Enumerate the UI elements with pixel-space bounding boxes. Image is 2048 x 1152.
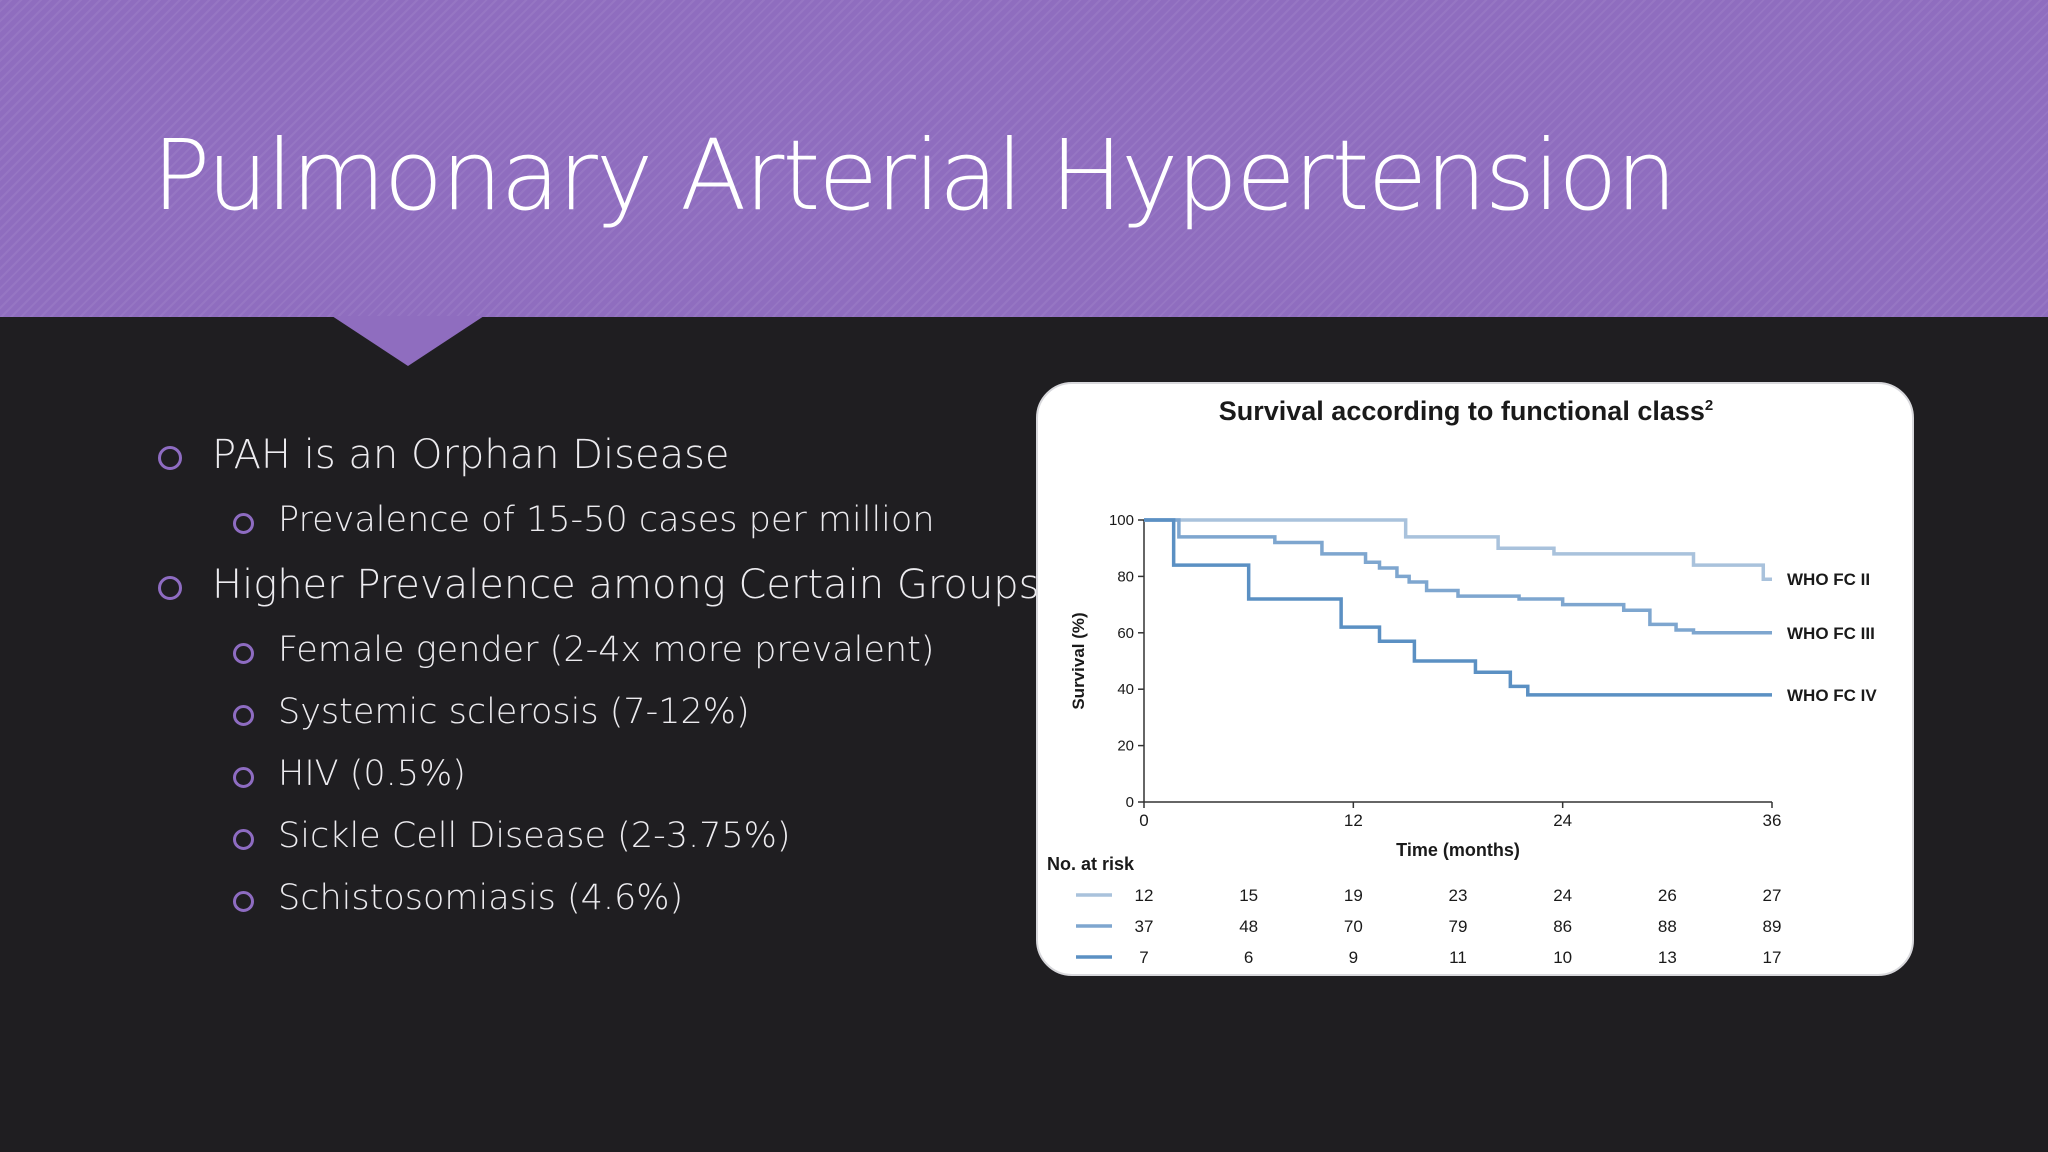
circle-bullet-icon: [158, 576, 182, 600]
circle-bullet-icon: [233, 891, 254, 912]
circle-bullet-icon: [233, 643, 254, 664]
bullet-text: Systemic sclerosis (7-12%): [278, 692, 750, 732]
chart-title-text: Survival according to functional class: [1219, 396, 1705, 426]
survival-curve-line: [1144, 518, 1772, 697]
series-label: WHO FC II: [1787, 570, 1870, 589]
bullet-item: Sickle Cell Disease (2-3.75%): [233, 816, 791, 856]
y-tick-label: 100: [1109, 512, 1134, 529]
survival-chart-card: Survival according to functional class2 0…: [1036, 382, 1914, 976]
risk-table-cell: 13: [1658, 948, 1677, 967]
x-tick-label: 0: [1139, 811, 1148, 830]
bullet-text: Sickle Cell Disease (2-3.75%): [278, 816, 791, 856]
series-label: WHO FC III: [1787, 624, 1875, 643]
y-tick-label: 20: [1117, 738, 1134, 755]
risk-table-cell: 7: [1139, 948, 1148, 967]
x-tick-label: 12: [1344, 811, 1363, 830]
circle-bullet-icon: [158, 446, 182, 470]
slide-title: Pulmonary Arterial Hypertension: [152, 119, 1677, 232]
y-axis-label: Survival (%): [1069, 612, 1088, 709]
bullet-text: Higher Prevalence among Certain Groups:: [212, 562, 1053, 608]
chart-title-superscript: 2: [1705, 397, 1713, 414]
risk-table-cell: 48: [1239, 917, 1258, 936]
risk-table-cell: 15: [1239, 886, 1258, 905]
risk-table-cell: 6: [1244, 948, 1253, 967]
circle-bullet-icon: [233, 829, 254, 850]
y-tick-label: 0: [1126, 794, 1134, 811]
risk-table-cell: 86: [1553, 917, 1572, 936]
y-tick-label: 40: [1117, 681, 1134, 698]
bullet-text: Female gender (2-4x more prevalent): [278, 630, 935, 670]
bullet-text: PAH is an Orphan Disease: [212, 432, 730, 478]
bullet-item: Higher Prevalence among Certain Groups:: [158, 562, 1053, 608]
title-banner: [0, 0, 2048, 317]
bullet-item: PAH is an Orphan Disease: [158, 432, 730, 478]
risk-table-label: No. at risk: [1047, 854, 1135, 874]
y-tick-label: 60: [1117, 625, 1134, 642]
risk-table-cell: 70: [1344, 917, 1363, 936]
x-tick-label: 36: [1763, 811, 1782, 830]
bullet-text: Prevalence of 15-50 cases per million: [278, 500, 935, 540]
bullet-text: HIV (0.5%): [278, 754, 466, 794]
risk-table-cell: 89: [1763, 917, 1782, 936]
survival-curve-line: [1144, 518, 1772, 635]
circle-bullet-icon: [233, 705, 254, 726]
risk-table-cell: 88: [1658, 917, 1677, 936]
survival-chart: Survival according to functional class20…: [1047, 396, 1877, 967]
risk-table-cell: 10: [1553, 948, 1572, 967]
risk-table-cell: 26: [1658, 886, 1677, 905]
risk-table-cell: 19: [1344, 886, 1363, 905]
bullet-text: Schistosomiasis (4.6%): [278, 878, 684, 918]
risk-table-cell: 17: [1763, 948, 1782, 967]
risk-table-cell: 37: [1135, 917, 1154, 936]
risk-table-cell: 27: [1763, 886, 1782, 905]
y-tick-label: 80: [1117, 568, 1134, 585]
circle-bullet-icon: [233, 513, 254, 534]
bullet-item: Prevalence of 15-50 cases per million: [233, 500, 935, 540]
x-tick-label: 24: [1553, 811, 1572, 830]
banner-notch: [332, 316, 484, 366]
series-label: WHO FC IV: [1787, 686, 1877, 705]
x-axis-label: Time (months): [1396, 840, 1520, 860]
risk-table-cell: 24: [1553, 886, 1572, 905]
risk-table-cell: 79: [1449, 917, 1468, 936]
risk-table-cell: 9: [1349, 948, 1358, 967]
risk-table-cell: 23: [1449, 886, 1468, 905]
circle-bullet-icon: [233, 767, 254, 788]
risk-table-cell: 11: [1449, 948, 1467, 967]
bullet-item: Female gender (2-4x more prevalent): [233, 630, 935, 670]
bullet-item: Systemic sclerosis (7-12%): [233, 692, 750, 732]
risk-table-cell: 12: [1135, 886, 1154, 905]
bullet-item: HIV (0.5%): [233, 754, 466, 794]
chart-title: Survival according to functional class2: [1219, 396, 1713, 426]
bullet-item: Schistosomiasis (4.6%): [233, 878, 684, 918]
survival-curve-line: [1144, 518, 1772, 581]
